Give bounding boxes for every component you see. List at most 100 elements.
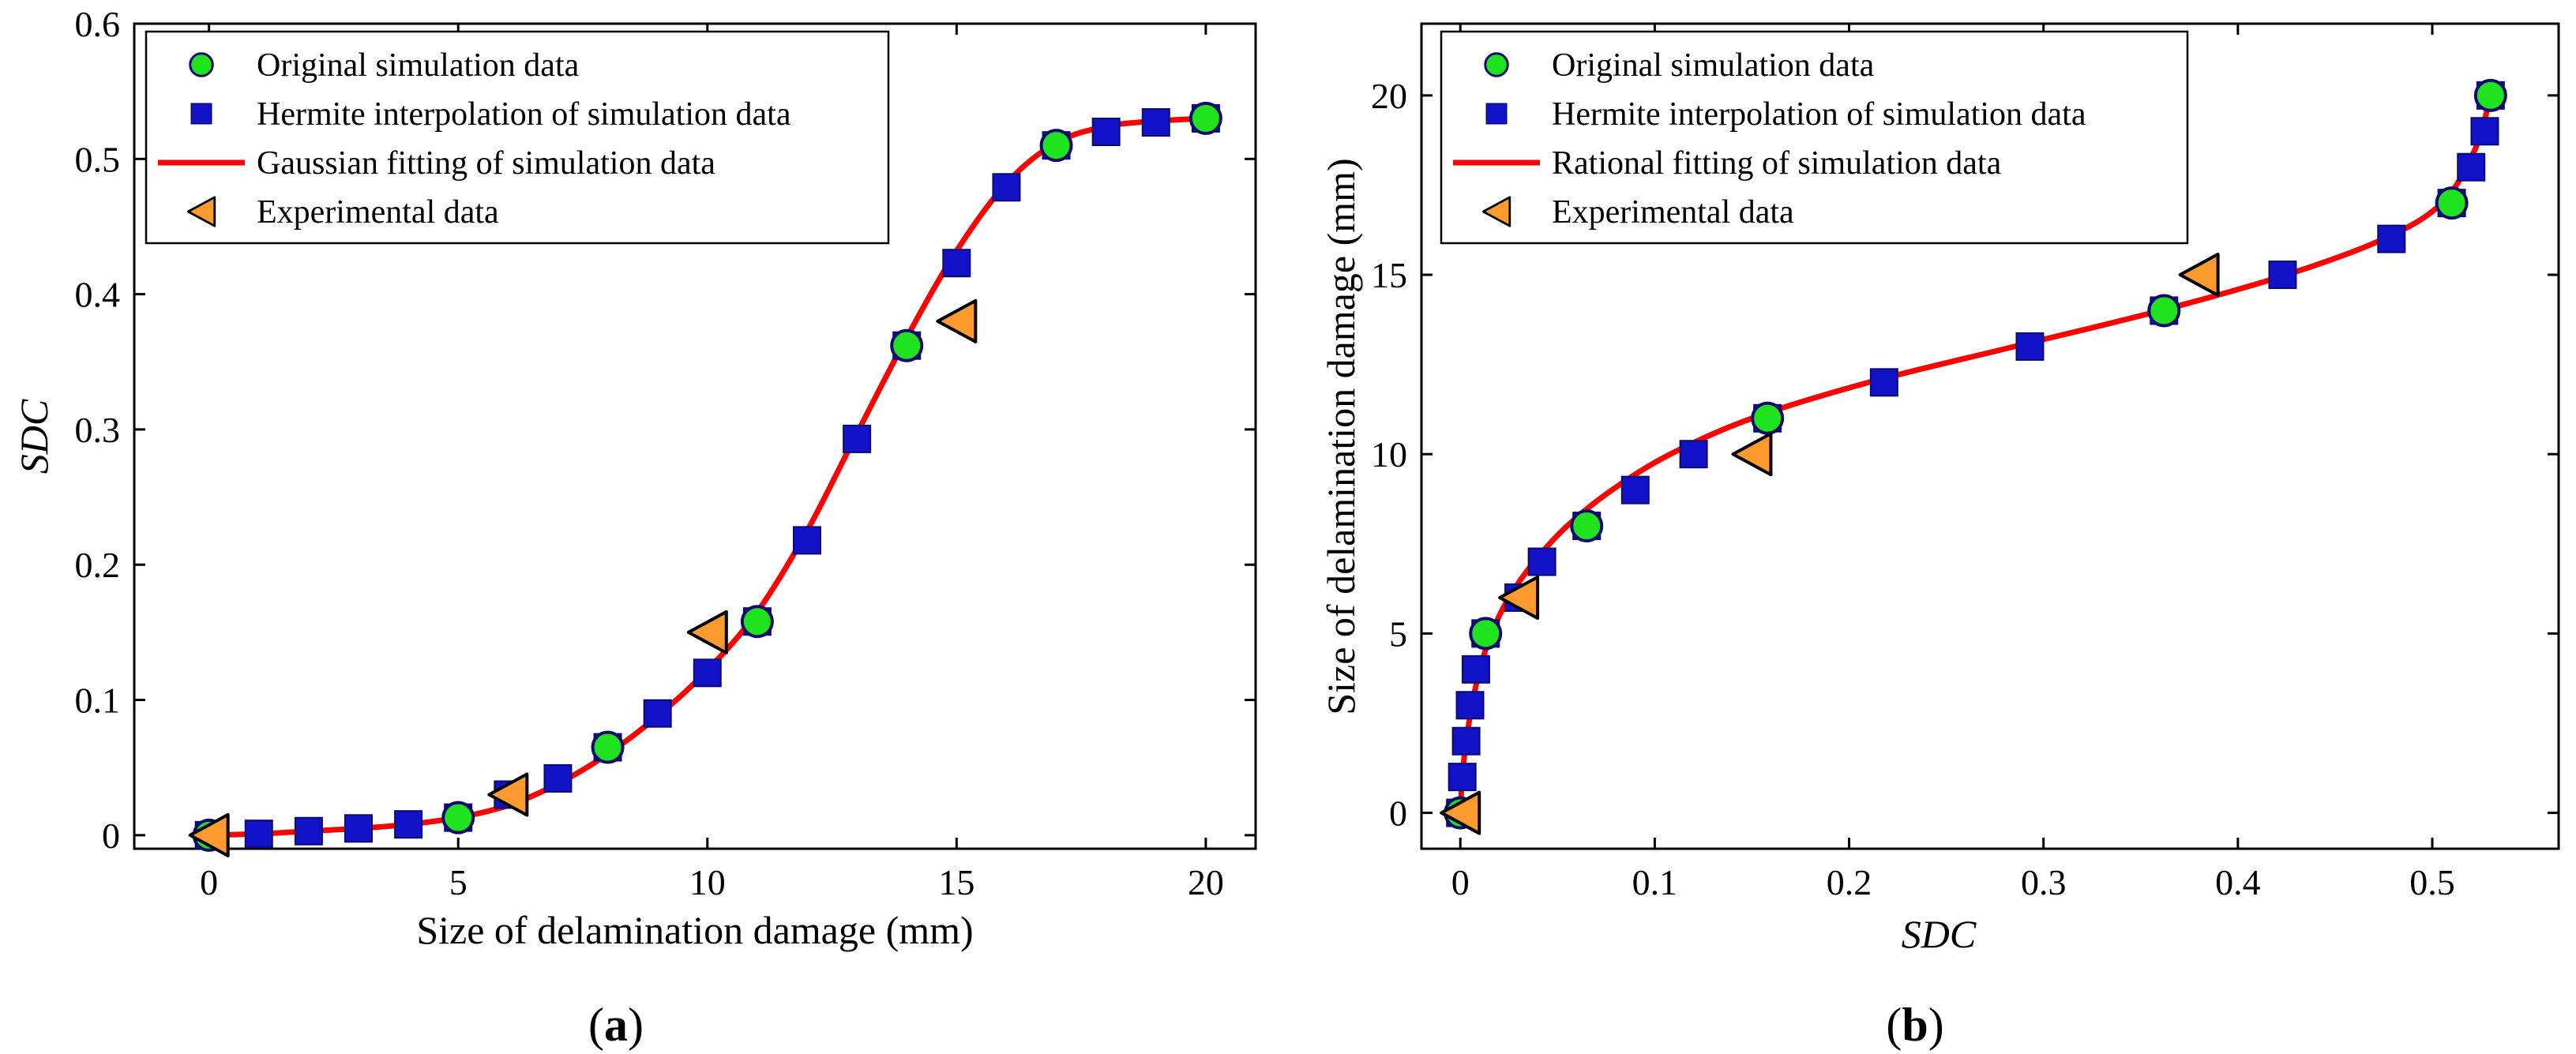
hermite-point	[2268, 261, 2297, 290]
legend-marker-swatch	[1481, 196, 1511, 227]
experimental-point	[2178, 253, 2220, 298]
experimental-point	[1481, 196, 1511, 227]
y-tick-label: 0	[1389, 793, 1407, 834]
simulation-point	[2473, 78, 2507, 112]
simulation-point	[1039, 129, 1073, 163]
axes-ticks: 0 0.1 0.2 0.3 0.4 0.5 0 5 10 15 20	[1371, 24, 2559, 902]
y-tick-label: 15	[1371, 255, 1407, 295]
x-tick-label: 0.3	[2021, 862, 2067, 902]
hermite-point	[1451, 726, 1481, 756]
hermite-point	[244, 820, 273, 849]
hermite-point	[1141, 108, 1170, 137]
hermite-point	[992, 173, 1021, 202]
hermite-point	[1620, 475, 1650, 504]
y-tick-label: 20	[1371, 76, 1407, 116]
simulation-point	[1469, 617, 1503, 651]
hermite-point	[1091, 118, 1121, 147]
y-axis-label: Size of delamination damage (mm)	[1319, 158, 1363, 715]
hermite-point	[942, 249, 971, 278]
experimental-point	[186, 196, 216, 227]
y-tick-label: 0.3	[75, 410, 121, 450]
legend-marker-swatch	[190, 103, 212, 125]
hermite-point	[643, 699, 672, 728]
y-tick-label: 0.2	[75, 545, 121, 585]
legend-marker-swatch	[189, 52, 214, 77]
hermite-point	[190, 103, 212, 125]
legend-label: Original simulation data	[257, 47, 580, 84]
legend: Original simulation data Hermite interpol…	[145, 30, 890, 245]
legend-label: Experimental data	[1552, 194, 1794, 231]
legend: Original simulation data Hermite interpol…	[1440, 30, 2189, 245]
y-tick-label: 0.6	[75, 4, 121, 44]
hermite-point	[543, 763, 573, 793]
hermite-point	[2377, 224, 2406, 253]
x-axis-label: Size of delamination damage (mm)	[416, 908, 973, 952]
experimental-point	[1498, 575, 1540, 620]
hermite-point	[1869, 368, 1898, 397]
panel-letter: b	[1902, 999, 1928, 1051]
y-tick-label: 0.1	[75, 681, 121, 721]
experimental-point	[1440, 790, 1481, 835]
simulation-point	[740, 605, 774, 639]
simulation-point	[1570, 509, 1604, 543]
panel-letter: a	[604, 999, 628, 1051]
simulation-point	[1751, 401, 1785, 435]
plot-area-frame	[133, 22, 1257, 850]
experimental-point	[487, 772, 529, 817]
axes-ticks: 0 5 10 15 20 0 0.1 0.2 0.3 0.4 0.5 0.6	[75, 4, 1256, 902]
legend-box	[1440, 30, 2189, 245]
simulation-point	[1484, 52, 1509, 77]
hermite-point	[2457, 152, 2486, 182]
y-tick-label: 0.5	[75, 139, 121, 179]
y-tick-label: 0.4	[75, 275, 121, 315]
legend-label: Gaussian fitting of simulation data	[257, 145, 715, 182]
hermite-point	[294, 816, 323, 846]
legend-label: Experimental data	[257, 194, 499, 231]
x-tick-label: 10	[689, 862, 726, 902]
x-tick-label: 0.4	[2215, 862, 2261, 902]
hermite-point	[344, 814, 373, 843]
legend-marker-swatch	[186, 196, 216, 227]
legend-marker-swatch	[1484, 52, 1509, 77]
y-tick-label: 5	[1389, 613, 1407, 654]
simulation-point	[441, 801, 475, 835]
x-tick-label: 20	[1188, 862, 1224, 902]
panel-label-a: (a)	[588, 999, 644, 1051]
hermite-point	[793, 526, 821, 555]
hermite-point	[1455, 691, 1485, 720]
marker-layer	[1440, 78, 2507, 835]
legend-label: Rational fitting of simulation data	[1552, 145, 2002, 182]
hermite-point	[394, 810, 423, 839]
simulation-point	[591, 730, 625, 764]
legend-label: Hermite interpolation of simulation data	[1552, 96, 2086, 133]
experimental-point	[1731, 432, 1773, 477]
experimental-point	[686, 610, 728, 655]
x-tick-label: 15	[938, 862, 974, 902]
x-tick-label: 0.5	[2409, 862, 2455, 902]
legend-label: Hermite interpolation of simulation data	[257, 96, 791, 133]
marker-layer	[188, 101, 1222, 857]
hermite-point	[2015, 332, 2045, 361]
hermite-point	[1448, 763, 1477, 792]
hermite-point	[2470, 117, 2499, 146]
legend-label: Original simulation data	[1552, 47, 1875, 84]
x-tick-label: 0.1	[1632, 862, 1678, 902]
x-tick-label: 0	[200, 862, 218, 902]
chart-panel-b: 0 0.1 0.2 0.3 0.4 0.5 0 5 10 15 20 SDC Size of del…	[1319, 22, 2560, 1051]
experimental-point	[188, 812, 230, 857]
simulation-point	[890, 328, 924, 362]
panel-label-b: (b)	[1886, 999, 1943, 1051]
x-axis-label: SDC	[1902, 912, 1977, 956]
plot-area-frame	[1420, 22, 2560, 850]
y-tick-label: 10	[1371, 434, 1407, 474]
simulation-point	[1188, 101, 1222, 135]
simulation-point	[2435, 186, 2469, 220]
simulation-point	[189, 52, 214, 77]
chart-panel-a: 0 5 10 15 20 0 0.1 0.2 0.3 0.4 0.5 0.6 Size of dela…	[12, 4, 1257, 1051]
simulation-point	[2147, 294, 2181, 328]
x-tick-label: 0.2	[1827, 862, 1872, 902]
y-axis-label: SDC	[12, 399, 56, 474]
hermite-point	[1527, 547, 1556, 576]
legend-box	[145, 30, 890, 245]
